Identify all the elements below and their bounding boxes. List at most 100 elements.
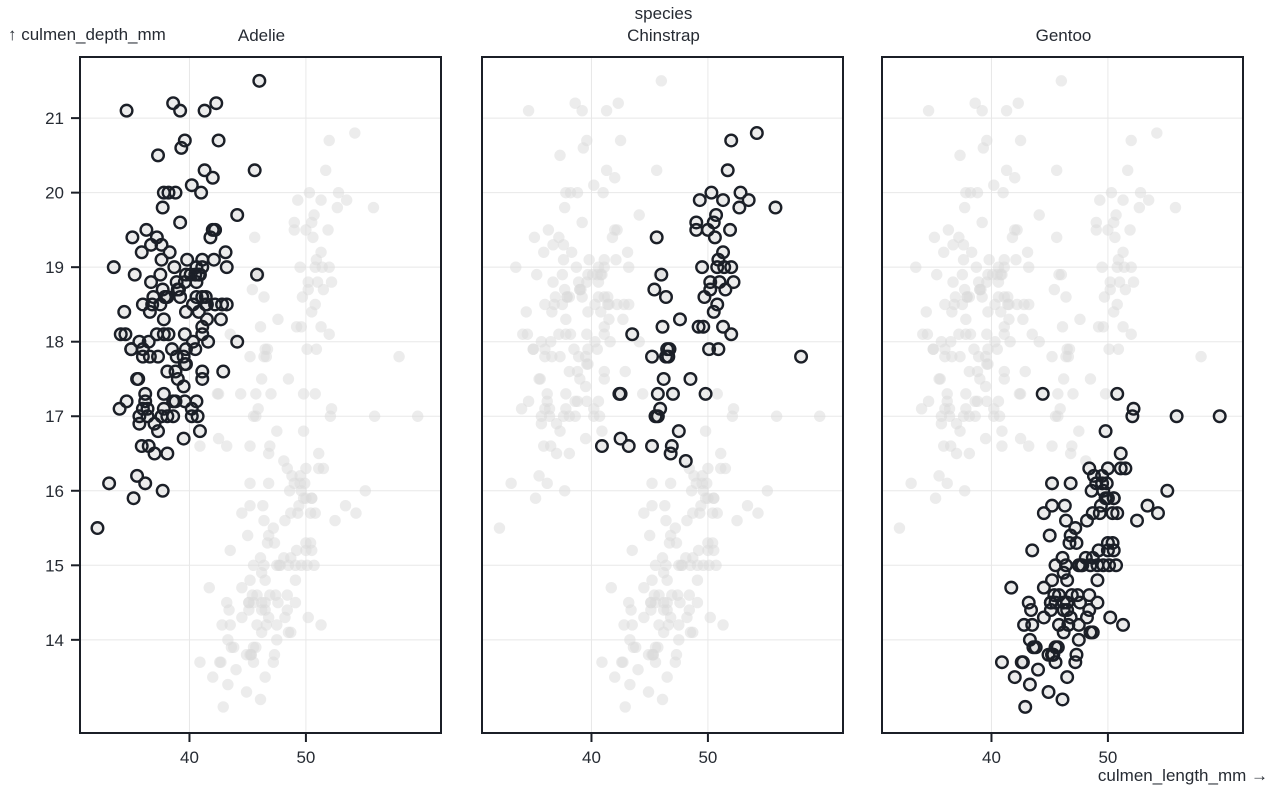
background-point [893,522,906,534]
background-point [538,246,550,258]
background-point [998,328,1010,340]
background-point [125,343,137,355]
background-point [1117,619,1129,631]
background-point [938,440,950,452]
background-point [248,231,261,244]
background-point [158,313,170,326]
background-point [733,201,746,214]
background-point [1083,589,1095,601]
background-point [742,194,755,206]
background-point [1170,410,1183,422]
data-point [724,260,739,275]
background-point [246,283,259,296]
background-point [313,447,325,460]
background-point [556,268,569,281]
background-point [946,306,958,318]
background-point [528,231,541,244]
background-point [550,447,563,460]
data-point [1106,543,1121,558]
background-point [315,321,327,333]
background-point [976,104,988,117]
background-point [993,410,1006,422]
data-point [691,319,706,334]
data-point [216,364,231,379]
background-point [248,164,261,176]
data-point [192,424,207,439]
x-tick-label: 50 [1098,748,1117,767]
data-point [189,275,204,290]
background-point [283,485,296,497]
background-point [708,544,720,557]
background-point [1010,254,1022,266]
background-point [603,298,615,311]
background-point [621,246,634,258]
background-point [120,104,133,117]
data-point [994,655,1009,670]
data-point [176,349,191,364]
background-point [258,350,270,363]
background-point [289,596,302,609]
background-point [308,209,320,221]
background-point [108,261,120,273]
background-point [982,268,994,281]
data-point [698,386,713,401]
facet-field-title: species [634,4,693,23]
data-point [206,252,221,267]
background-point [683,589,695,601]
data-point [696,319,711,334]
background-point [569,410,581,422]
background-point [1059,499,1071,512]
data-point [1024,603,1039,618]
data-point [1058,558,1073,573]
data-point [654,267,669,282]
data-point [178,342,193,357]
background-point [323,328,335,340]
background-point [542,224,555,236]
background-point [965,246,978,258]
background-point [649,596,662,609]
background-point [717,194,729,206]
x-axis: 40 50 [982,734,1117,767]
background-point [734,186,747,199]
background-point [950,447,963,460]
background-point [265,388,277,400]
data-point [717,260,732,275]
background-point [569,97,581,109]
background-point [281,589,293,601]
background-point [727,403,740,415]
data-point [138,386,153,401]
x-axis-title: culmen_length_mm → [1097,766,1268,785]
background-point [1012,97,1024,109]
data-point [218,245,233,260]
background-point [705,186,718,199]
background-point [231,336,243,348]
data-point [195,371,210,386]
background-point [699,425,712,437]
data-point [645,439,660,454]
data-point [252,73,267,88]
background-point [981,395,993,408]
x-tick-label: 40 [180,748,199,767]
data-point [178,357,193,372]
background-point [1094,194,1106,206]
background-point [920,306,932,318]
data-point [1057,498,1072,513]
background-point [179,328,191,340]
data-point [1043,595,1058,610]
data-point [711,342,726,357]
data-point [1068,521,1083,536]
background-point [538,440,550,452]
background-point [1111,388,1123,400]
data-point [1113,461,1128,476]
data-point [199,312,214,327]
background-point [156,485,169,497]
data-point [702,342,717,357]
background-point [1134,186,1147,199]
background-point [174,216,186,229]
background-point [1024,678,1036,691]
background-point [989,298,1001,311]
background-point [1119,283,1132,296]
data-point [718,282,733,297]
background-point [281,604,293,616]
background-point [349,127,361,139]
